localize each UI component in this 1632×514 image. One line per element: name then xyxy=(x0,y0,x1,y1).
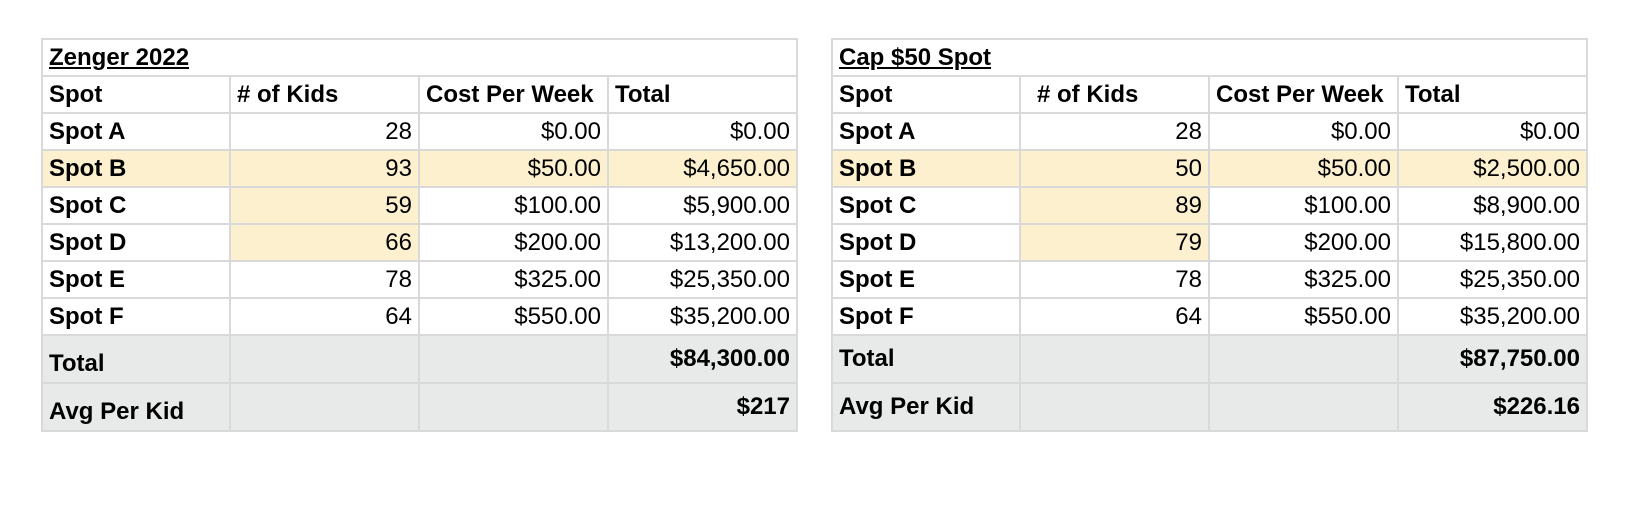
table-row: Spot E 78 $325.00 $25,350.00 xyxy=(831,260,1588,299)
table-row: Spot E 78 $325.00 $25,350.00 xyxy=(41,260,798,299)
cell-cost[interactable]: $550.00 xyxy=(1208,297,1399,336)
cell-total[interactable]: $0.00 xyxy=(1397,112,1588,151)
empty-cell[interactable] xyxy=(229,334,420,384)
cell-kids[interactable]: 79 xyxy=(1019,223,1210,262)
empty-cell[interactable] xyxy=(418,382,609,432)
cell-spot[interactable]: Spot E xyxy=(831,260,1021,299)
empty-cell[interactable] xyxy=(1019,382,1210,432)
empty-cell[interactable] xyxy=(1208,382,1399,432)
header-total[interactable]: Total xyxy=(607,75,798,114)
table-title-row: Cap $50 Spot xyxy=(831,38,1588,77)
cell-total[interactable]: $25,350.00 xyxy=(1397,260,1588,299)
cell-cost[interactable]: $50.00 xyxy=(1208,149,1399,188)
avg-row: Avg Per Kid $217 xyxy=(41,382,798,432)
total-label[interactable]: Total xyxy=(41,334,231,384)
cell-total[interactable]: $35,200.00 xyxy=(1397,297,1588,336)
cell-spot[interactable]: Spot E xyxy=(41,260,231,299)
header-kids[interactable]: # of Kids xyxy=(1019,75,1210,114)
empty-cell[interactable] xyxy=(418,334,609,384)
table-row: Spot A 28 $0.00 $0.00 xyxy=(831,112,1588,151)
cell-kids[interactable]: 66 xyxy=(229,223,420,262)
cell-kids[interactable]: 50 xyxy=(1019,149,1210,188)
cell-total[interactable]: $35,200.00 xyxy=(607,297,798,336)
header-cost-per-week[interactable]: Cost Per Week xyxy=(1208,75,1399,114)
cell-cost[interactable]: $325.00 xyxy=(1208,260,1399,299)
cell-spot[interactable]: Spot C xyxy=(831,186,1021,225)
header-spot[interactable]: Spot xyxy=(41,75,231,114)
cell-cost[interactable]: $100.00 xyxy=(1208,186,1399,225)
cell-spot[interactable]: Spot F xyxy=(831,297,1021,336)
cell-cost[interactable]: $0.00 xyxy=(418,112,609,151)
cell-spot[interactable]: Spot A xyxy=(831,112,1021,151)
cell-kids[interactable]: 78 xyxy=(1019,260,1210,299)
table-row: Spot B 93 $50.00 $4,650.00 xyxy=(41,149,798,188)
header-cost-per-week[interactable]: Cost Per Week xyxy=(418,75,609,114)
header-spot[interactable]: Spot xyxy=(831,75,1021,114)
cell-kids[interactable]: 28 xyxy=(229,112,420,151)
table-row: Spot F 64 $550.00 $35,200.00 xyxy=(831,297,1588,336)
cell-total[interactable]: $8,900.00 xyxy=(1397,186,1588,225)
total-value[interactable]: $84,300.00 xyxy=(607,334,798,384)
cell-kids[interactable]: 93 xyxy=(229,149,420,188)
cell-kids[interactable]: 64 xyxy=(229,297,420,336)
cell-kids[interactable]: 78 xyxy=(229,260,420,299)
total-label[interactable]: Total xyxy=(831,334,1021,384)
table-row: Spot D 66 $200.00 $13,200.00 xyxy=(41,223,798,262)
table-row: Spot D 79 $200.00 $15,800.00 xyxy=(831,223,1588,262)
cell-cost[interactable]: $325.00 xyxy=(418,260,609,299)
total-value[interactable]: $87,750.00 xyxy=(1397,334,1588,384)
cap-50-spot-table: Cap $50 Spot Spot # of Kids Cost Per Wee… xyxy=(831,38,1588,432)
cell-cost[interactable]: $200.00 xyxy=(418,223,609,262)
table-row: Spot C 89 $100.00 $8,900.00 xyxy=(831,186,1588,225)
avg-label[interactable]: Avg Per Kid xyxy=(831,382,1021,432)
cell-kids[interactable]: 64 xyxy=(1019,297,1210,336)
table-row: Spot A 28 $0.00 $0.00 xyxy=(41,112,798,151)
table-title[interactable]: Cap $50 Spot xyxy=(831,38,1588,77)
cell-cost[interactable]: $100.00 xyxy=(418,186,609,225)
table-title-row: Zenger 2022 xyxy=(41,38,798,77)
total-row: Total $84,300.00 xyxy=(41,334,798,384)
empty-cell[interactable] xyxy=(1019,334,1210,384)
table-row: Spot B 50 $50.00 $2,500.00 xyxy=(831,149,1588,188)
header-row: Spot # of Kids Cost Per Week Total xyxy=(41,75,798,114)
cell-kids[interactable]: 59 xyxy=(229,186,420,225)
avg-value[interactable]: $217 xyxy=(607,382,798,432)
cell-cost[interactable]: $0.00 xyxy=(1208,112,1399,151)
cell-cost[interactable]: $550.00 xyxy=(418,297,609,336)
cell-total[interactable]: $4,650.00 xyxy=(607,149,798,188)
cell-total[interactable]: $13,200.00 xyxy=(607,223,798,262)
empty-cell[interactable] xyxy=(229,382,420,432)
cell-cost[interactable]: $50.00 xyxy=(418,149,609,188)
table-title[interactable]: Zenger 2022 xyxy=(41,38,798,77)
total-row: Total $87,750.00 xyxy=(831,334,1588,384)
table-row: Spot C 59 $100.00 $5,900.00 xyxy=(41,186,798,225)
cell-total[interactable]: $0.00 xyxy=(607,112,798,151)
table-row: Spot F 64 $550.00 $35,200.00 xyxy=(41,297,798,336)
cell-cost[interactable]: $200.00 xyxy=(1208,223,1399,262)
empty-cell[interactable] xyxy=(1208,334,1399,384)
cell-spot[interactable]: Spot B xyxy=(41,149,231,188)
cell-spot[interactable]: Spot B xyxy=(831,149,1021,188)
cell-spot[interactable]: Spot A xyxy=(41,112,231,151)
cell-kids[interactable]: 89 xyxy=(1019,186,1210,225)
zenger-2022-table: Zenger 2022 Spot # of Kids Cost Per Week… xyxy=(41,38,798,432)
cell-total[interactable]: $2,500.00 xyxy=(1397,149,1588,188)
cell-spot[interactable]: Spot D xyxy=(831,223,1021,262)
cell-total[interactable]: $5,900.00 xyxy=(607,186,798,225)
avg-row: Avg Per Kid $226.16 xyxy=(831,382,1588,432)
avg-value[interactable]: $226.16 xyxy=(1397,382,1588,432)
cell-total[interactable]: $15,800.00 xyxy=(1397,223,1588,262)
cell-total[interactable]: $25,350.00 xyxy=(607,260,798,299)
cell-spot[interactable]: Spot F xyxy=(41,297,231,336)
header-kids[interactable]: # of Kids xyxy=(229,75,420,114)
cell-spot[interactable]: Spot D xyxy=(41,223,231,262)
avg-label[interactable]: Avg Per Kid xyxy=(41,382,231,432)
cell-spot[interactable]: Spot C xyxy=(41,186,231,225)
cell-kids[interactable]: 28 xyxy=(1019,112,1210,151)
header-total[interactable]: Total xyxy=(1397,75,1588,114)
header-row: Spot # of Kids Cost Per Week Total xyxy=(831,75,1588,114)
